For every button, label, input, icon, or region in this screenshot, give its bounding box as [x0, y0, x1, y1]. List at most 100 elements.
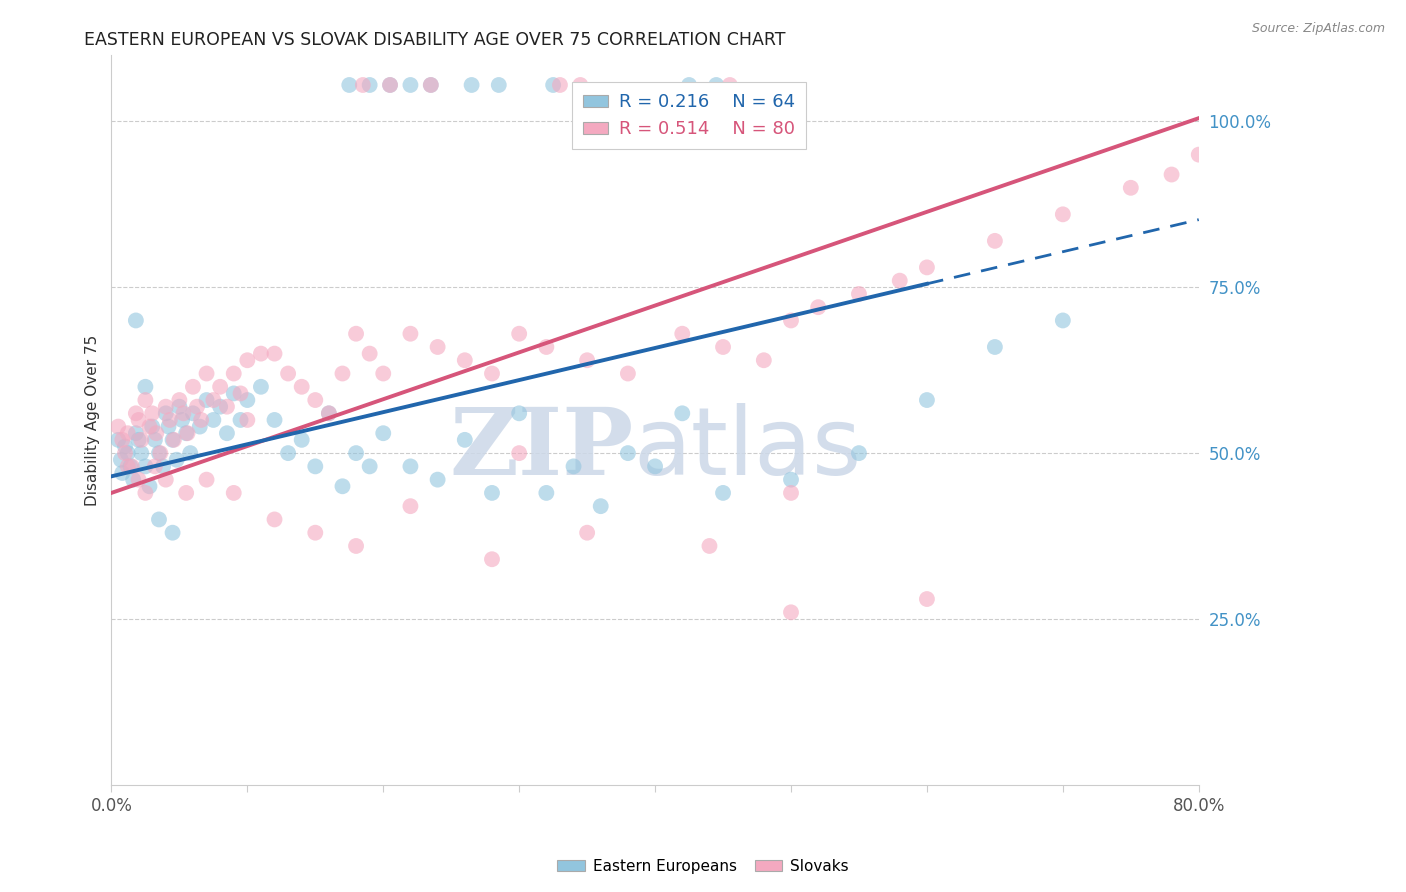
Point	[222, 486, 245, 500]
Point	[277, 446, 299, 460]
Legend: R = 0.216    N = 64, R = 0.514    N = 80: R = 0.216 N = 64, R = 0.514 N = 80	[572, 82, 806, 149]
Point	[138, 419, 160, 434]
Point	[172, 406, 194, 420]
Point	[291, 380, 314, 394]
Point	[460, 78, 482, 92]
Point	[202, 392, 225, 407]
Point	[373, 367, 395, 381]
Point	[344, 539, 367, 553]
Point	[711, 340, 734, 354]
Point	[378, 78, 401, 92]
Point	[236, 392, 259, 407]
Point	[107, 433, 129, 447]
Point	[121, 459, 143, 474]
Point	[318, 406, 340, 420]
Point	[780, 486, 803, 500]
Point	[541, 78, 564, 92]
Point	[548, 78, 571, 92]
Point	[807, 300, 830, 314]
Point	[780, 313, 803, 327]
Point	[176, 426, 198, 441]
Point	[780, 605, 803, 619]
Point	[332, 479, 354, 493]
Point	[488, 78, 510, 92]
Point	[304, 392, 326, 407]
Legend: Eastern Europeans, Slovaks: Eastern Europeans, Slovaks	[551, 853, 855, 880]
Point	[179, 446, 201, 460]
Point	[141, 406, 163, 420]
Point	[131, 446, 153, 460]
Point	[454, 353, 477, 368]
Point	[378, 78, 401, 92]
Point	[277, 367, 299, 381]
Point	[229, 386, 252, 401]
Point	[536, 340, 558, 354]
Point	[263, 413, 285, 427]
Point	[644, 459, 666, 474]
Point	[617, 367, 640, 381]
Point	[209, 400, 232, 414]
Point	[128, 413, 150, 427]
Point	[117, 426, 139, 441]
Point	[145, 426, 167, 441]
Point	[711, 486, 734, 500]
Point	[344, 326, 367, 341]
Point	[304, 459, 326, 474]
Point	[263, 512, 285, 526]
Point	[125, 406, 148, 420]
Point	[215, 400, 238, 414]
Point	[359, 346, 381, 360]
Point	[188, 419, 211, 434]
Point	[576, 525, 599, 540]
Point	[141, 419, 163, 434]
Point	[125, 313, 148, 327]
Point	[236, 413, 259, 427]
Point	[169, 392, 191, 407]
Point	[699, 539, 721, 553]
Point	[148, 512, 170, 526]
Point	[157, 419, 180, 434]
Point	[159, 413, 181, 427]
Point	[181, 406, 204, 420]
Point	[1188, 147, 1211, 161]
Point	[143, 433, 166, 447]
Point	[562, 459, 585, 474]
Point	[107, 419, 129, 434]
Point	[678, 78, 700, 92]
Point	[344, 446, 367, 460]
Point	[915, 392, 938, 407]
Point	[399, 499, 422, 513]
Point	[508, 446, 530, 460]
Point	[114, 440, 136, 454]
Point	[984, 340, 1007, 354]
Point	[209, 380, 232, 394]
Point	[536, 486, 558, 500]
Point	[117, 446, 139, 460]
Point	[202, 413, 225, 427]
Point	[399, 326, 422, 341]
Point	[143, 459, 166, 474]
Point	[426, 473, 449, 487]
Point	[215, 426, 238, 441]
Point	[1160, 168, 1182, 182]
Point	[155, 406, 177, 420]
Point	[915, 260, 938, 275]
Text: Source: ZipAtlas.com: Source: ZipAtlas.com	[1251, 22, 1385, 36]
Point	[332, 367, 354, 381]
Point	[508, 326, 530, 341]
Point	[263, 346, 285, 360]
Point	[250, 380, 273, 394]
Point	[1119, 181, 1142, 195]
Point	[359, 459, 381, 474]
Point	[481, 552, 503, 566]
Point	[589, 499, 612, 513]
Point	[169, 400, 191, 414]
Point	[128, 433, 150, 447]
Point	[222, 386, 245, 401]
Point	[148, 446, 170, 460]
Point	[155, 400, 177, 414]
Point	[399, 459, 422, 474]
Point	[172, 413, 194, 427]
Point	[152, 459, 174, 474]
Point	[125, 426, 148, 441]
